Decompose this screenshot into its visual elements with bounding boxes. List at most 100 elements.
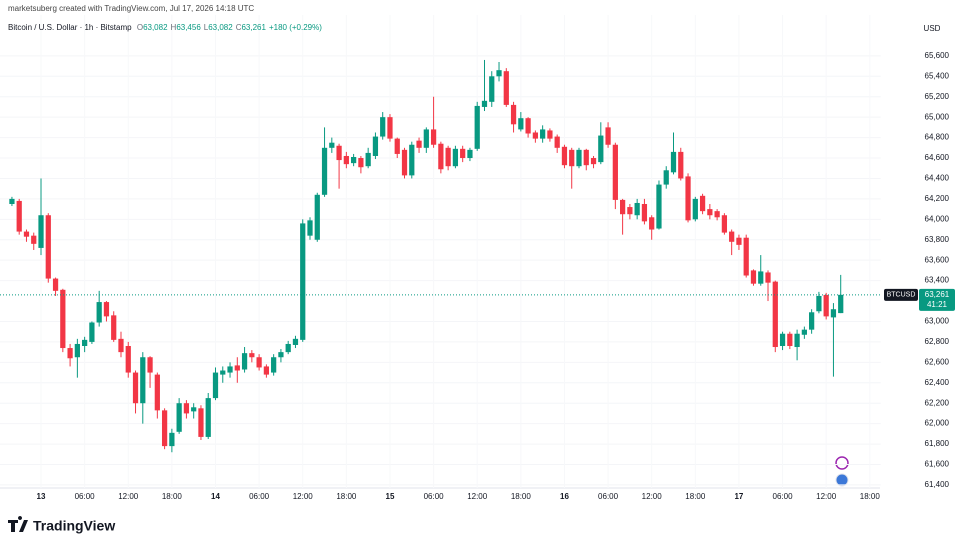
candle-body: [314, 194, 320, 240]
candle-body: [103, 302, 110, 317]
candle-body: [729, 231, 735, 242]
x-tick-label: 16: [560, 492, 569, 501]
y-tick-label: 62,200: [925, 398, 950, 407]
x-tick-label: 12:00: [467, 492, 488, 501]
candle-body: [518, 118, 524, 130]
candle-body: [838, 294, 844, 314]
y-tick-label: 64,000: [925, 214, 950, 223]
candle-body: [154, 374, 160, 411]
symbol-tag: [884, 288, 918, 301]
candle-body: [300, 223, 306, 340]
candle-body: [372, 136, 379, 156]
candle-body: [96, 302, 102, 323]
candle-body: [38, 215, 44, 248]
candle-body: [583, 149, 589, 166]
candle-body: [416, 140, 422, 148]
candle-body: [736, 237, 742, 245]
candle-body: [307, 220, 313, 236]
candle-body: [467, 149, 473, 159]
candle-body: [438, 143, 444, 170]
x-tick-label: 06:00: [773, 492, 794, 501]
y-tick-label: 61,800: [925, 439, 950, 448]
candle-body: [678, 151, 684, 179]
candle-body: [198, 408, 204, 437]
attribution: marketsuberg created with TradingView.co…: [8, 4, 255, 13]
candle-body: [234, 365, 240, 371]
candle-body: [9, 198, 15, 204]
candle-body: [343, 155, 349, 165]
candle-body: [60, 289, 66, 349]
candles: [9, 59, 844, 453]
x-tick-label: 06:00: [598, 492, 619, 501]
candle-body: [89, 322, 95, 342]
candle-body: [474, 105, 480, 149]
x-tick-label: 12:00: [293, 492, 314, 501]
icon: [835, 473, 849, 487]
brand: TradingView: [33, 518, 115, 534]
candle-body: [176, 403, 182, 432]
candle-body: [169, 432, 175, 447]
x-tick-label: 12:00: [642, 492, 663, 501]
countdown: 41:21: [927, 300, 948, 309]
ohlc-value: 63,456: [176, 23, 201, 32]
y-tick-label: 65,600: [925, 51, 950, 60]
candle-body: [329, 142, 335, 148]
y-tick-label: 61,600: [925, 460, 950, 469]
candle-body: [779, 333, 786, 346]
candle-body: [823, 294, 829, 317]
candle-body: [147, 357, 153, 373]
x-tick-label: 06:00: [75, 492, 96, 501]
candle-body: [765, 272, 771, 283]
candle-body: [285, 343, 291, 353]
candle-body: [699, 195, 706, 212]
candle-body: [45, 215, 51, 279]
x-tick-label: 12:00: [816, 492, 837, 501]
candle-body: [183, 403, 190, 414]
price-label: 63,261: [925, 290, 950, 299]
candle-body: [496, 70, 502, 77]
candle-body: [401, 149, 408, 176]
candle-body: [445, 147, 451, 167]
candle-body: [111, 315, 117, 340]
candle-body: [743, 237, 749, 276]
y-tick-label: 61,400: [925, 480, 950, 489]
ohlc-value: 63,261: [241, 23, 266, 32]
y-tick-label: 64,800: [925, 133, 950, 142]
candle-body: [554, 136, 560, 148]
candle-body: [663, 170, 669, 185]
y-tick-label: 63,600: [925, 255, 950, 264]
y-tick-label: 64,400: [925, 174, 950, 183]
candle-body: [598, 135, 604, 163]
candle-body: [532, 132, 538, 139]
candle-body: [67, 348, 73, 359]
candle-body: [278, 352, 284, 358]
x-tick-label: 14: [211, 492, 220, 501]
candle-body: [692, 198, 698, 220]
x-tick-label: 18:00: [860, 492, 881, 501]
symbol-label: BTCUSD: [887, 292, 916, 299]
candle-body: [423, 129, 429, 148]
candle-body: [561, 146, 568, 166]
candle-body: [721, 215, 728, 233]
x-tick-label: 18:00: [336, 492, 357, 501]
candle-body: [358, 158, 364, 168]
y-tick-label: 62,800: [925, 337, 950, 346]
candle-body: [540, 129, 546, 139]
candle-body: [351, 157, 357, 164]
y-tick-label: 65,000: [925, 112, 950, 121]
candle-body: [292, 338, 299, 345]
y-tick-label: 62,000: [925, 419, 950, 428]
candle-body: [74, 343, 80, 358]
x-tick-label: 18:00: [511, 492, 532, 501]
candle-body: [619, 199, 626, 215]
x-tick-label: 06:00: [424, 492, 445, 501]
candle-body: [125, 345, 131, 373]
candle-body: [380, 117, 386, 137]
currency: USD: [924, 24, 941, 33]
candle-body: [670, 151, 677, 173]
candle-body: [830, 309, 837, 318]
candle-body: [394, 138, 400, 154]
x-tick-label: 18:00: [162, 492, 183, 501]
